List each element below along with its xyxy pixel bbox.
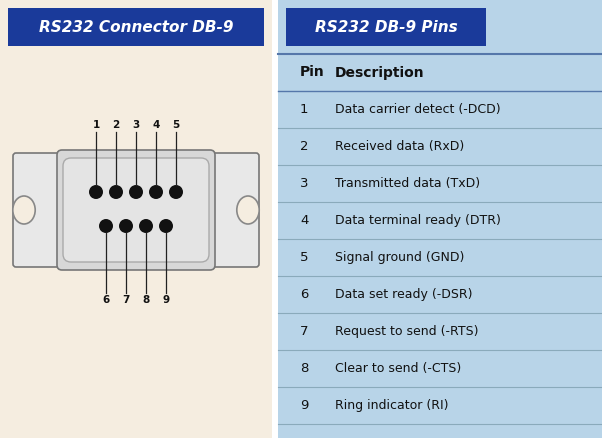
Text: Pin: Pin (300, 66, 324, 80)
Text: 3: 3 (132, 120, 140, 130)
Bar (286, 8, 486, 46)
Text: 1: 1 (92, 120, 99, 130)
Circle shape (119, 219, 133, 233)
Text: 7: 7 (300, 325, 308, 338)
Text: 4: 4 (300, 214, 308, 227)
Text: Ring indicator (RI): Ring indicator (RI) (335, 399, 448, 412)
Text: Received data (RxD): Received data (RxD) (335, 140, 464, 153)
FancyBboxPatch shape (63, 158, 209, 262)
Circle shape (159, 219, 173, 233)
Text: 6: 6 (300, 288, 308, 301)
Text: 7: 7 (122, 295, 129, 305)
Ellipse shape (13, 196, 35, 224)
Text: Data carrier detect (-DCD): Data carrier detect (-DCD) (335, 103, 501, 116)
Text: Signal ground (GND): Signal ground (GND) (335, 251, 464, 264)
Circle shape (129, 185, 143, 199)
Text: Description: Description (335, 66, 424, 80)
Bar (278, 0, 602, 438)
Text: Clear to send (-CTS): Clear to send (-CTS) (335, 362, 461, 375)
FancyBboxPatch shape (57, 150, 215, 270)
Text: Data terminal ready (DTR): Data terminal ready (DTR) (335, 214, 501, 227)
Text: 6: 6 (102, 295, 110, 305)
Bar (8, 8, 264, 46)
Circle shape (169, 185, 183, 199)
Bar (0, 0, 272, 438)
FancyBboxPatch shape (13, 153, 259, 267)
Text: 9: 9 (300, 399, 308, 412)
Circle shape (89, 185, 103, 199)
Text: Transmitted data (TxD): Transmitted data (TxD) (335, 177, 480, 190)
Circle shape (109, 185, 123, 199)
Circle shape (99, 219, 113, 233)
Ellipse shape (237, 196, 259, 224)
Text: 2: 2 (113, 120, 120, 130)
Circle shape (149, 185, 163, 199)
Text: 5: 5 (172, 120, 179, 130)
Circle shape (139, 219, 153, 233)
Text: Data set ready (-DSR): Data set ready (-DSR) (335, 288, 473, 301)
Text: 9: 9 (163, 295, 170, 305)
Text: RS232 DB-9 Pins: RS232 DB-9 Pins (315, 20, 458, 35)
Text: 4: 4 (152, 120, 160, 130)
Text: 8: 8 (143, 295, 150, 305)
Text: 2: 2 (300, 140, 308, 153)
Text: Request to send (-RTS): Request to send (-RTS) (335, 325, 479, 338)
Text: 1: 1 (300, 103, 308, 116)
Text: RS232 Connector DB-9: RS232 Connector DB-9 (39, 20, 233, 35)
Text: 5: 5 (300, 251, 308, 264)
Text: 3: 3 (300, 177, 308, 190)
Text: 8: 8 (300, 362, 308, 375)
